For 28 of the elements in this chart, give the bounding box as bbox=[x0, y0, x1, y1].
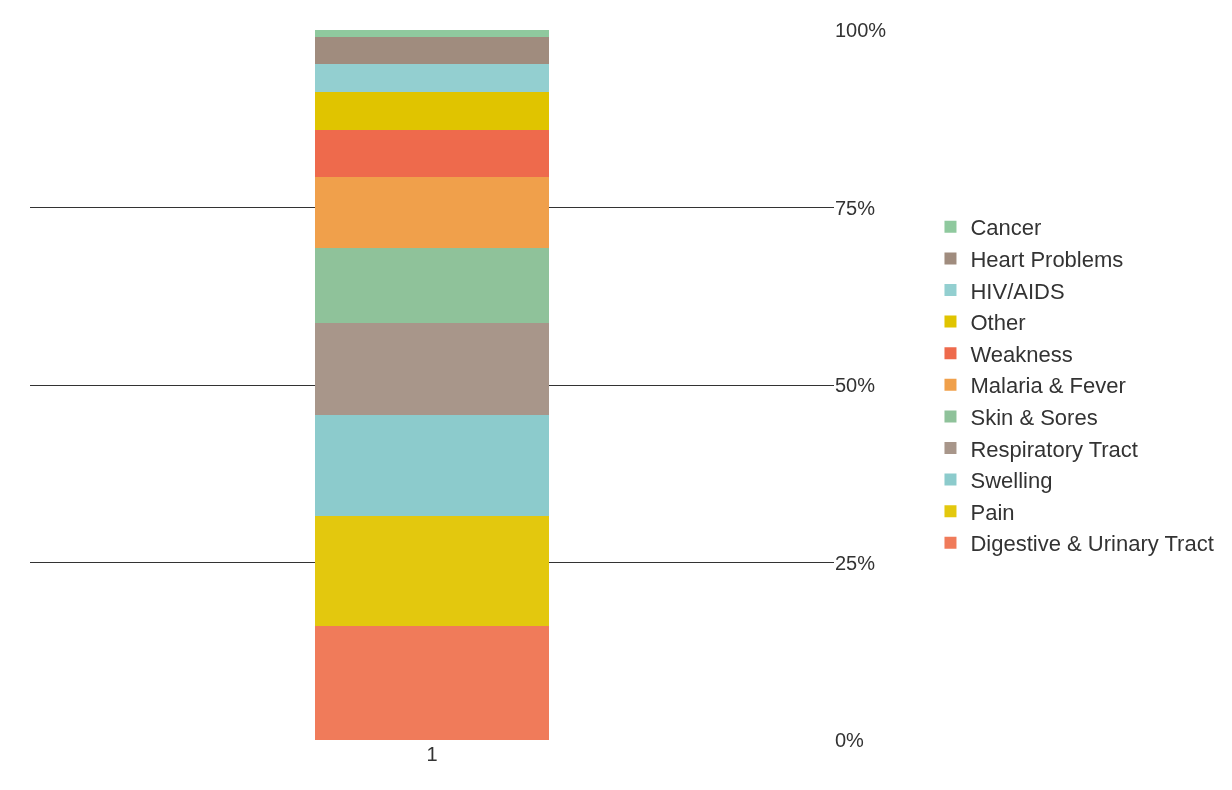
legend-label: Swelling bbox=[970, 468, 1053, 494]
bar bbox=[314, 414, 550, 516]
legend-label: Respiratory Tract bbox=[970, 436, 1138, 462]
bar bbox=[314, 322, 550, 415]
legend-label: Digestive & Urinary Tract bbox=[970, 531, 1214, 557]
y-tick-label: 0% bbox=[835, 729, 865, 751]
legend-label: Weakness bbox=[970, 341, 1073, 367]
legend-label: HIV/AIDS bbox=[970, 278, 1065, 304]
bar bbox=[314, 92, 550, 131]
bar bbox=[314, 176, 550, 248]
y-tick-label: 25% bbox=[835, 551, 876, 574]
legend-label: Malaria & Fever bbox=[970, 373, 1126, 399]
bar bbox=[314, 37, 550, 65]
legend-label: Cancer bbox=[970, 215, 1042, 241]
legend-label: Skin & Sores bbox=[970, 404, 1098, 430]
y-tick-label: 50% bbox=[835, 374, 876, 396]
bar bbox=[314, 247, 550, 323]
x-tick-label: 1 bbox=[426, 743, 438, 765]
legend-label: Other bbox=[970, 310, 1026, 336]
bar bbox=[314, 626, 550, 740]
y-tick-label: 75% bbox=[835, 196, 876, 219]
legend-label: Pain bbox=[970, 499, 1015, 525]
legend-label: Heart Problems bbox=[970, 246, 1124, 272]
bar bbox=[314, 64, 550, 93]
bar bbox=[314, 30, 550, 38]
bar bbox=[314, 130, 550, 177]
bar bbox=[314, 515, 550, 627]
y-tick-label: 100% bbox=[835, 19, 887, 41]
